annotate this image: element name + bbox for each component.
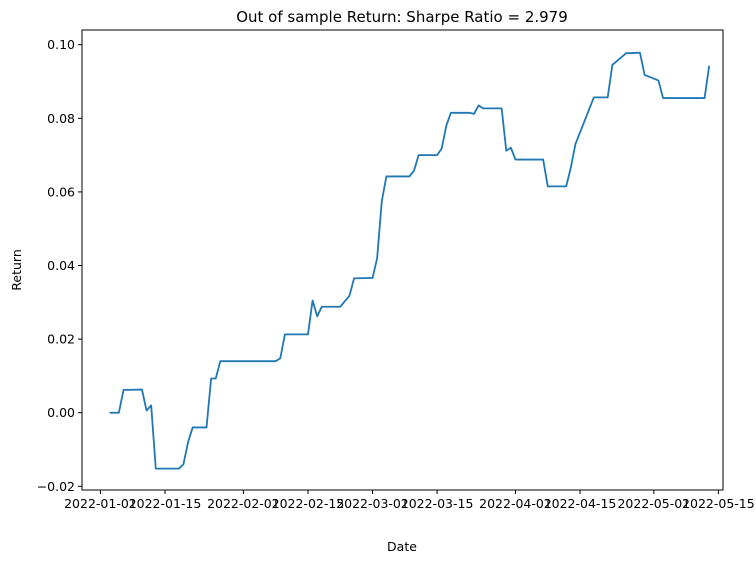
y-tick-label: 0.06: [47, 184, 75, 199]
x-tick-label: 2022-02-15: [272, 496, 345, 511]
y-axis-label: Return: [9, 249, 24, 290]
x-tick-label: 2022-03-15: [401, 496, 474, 511]
plot-area: [81, 29, 724, 491]
x-tick-label: 2022-02-01: [207, 496, 280, 511]
y-axis-ticks: −0.02 0.00 0.02 0.04 0.06 0.08 0.10: [37, 37, 82, 494]
y-tick-label: 0.00: [47, 405, 75, 420]
x-tick-label: 2022-05-15: [682, 496, 755, 511]
x-tick-label: 2022-04-01: [479, 496, 552, 511]
chart-title: Out of sample Return: Sharpe Ratio = 2.9…: [236, 8, 568, 26]
x-axis-label: Date: [387, 539, 417, 554]
plot-frame: [81, 29, 724, 491]
y-tick-label: 0.02: [47, 332, 75, 347]
x-tick-label: 2022-03-01: [336, 496, 409, 511]
x-tick-label: 2022-01-01: [64, 496, 137, 511]
y-tick-label: −0.02: [37, 479, 75, 494]
y-tick-label: 0.04: [47, 258, 75, 273]
x-tick-label: 2022-05-01: [617, 496, 690, 511]
series-line: [109, 51, 711, 470]
y-tick-label: 0.08: [47, 111, 75, 126]
y-tick-label: 0.10: [47, 37, 75, 52]
x-tick-label: 2022-01-15: [129, 496, 202, 511]
x-tick-label: 2022-04-15: [544, 496, 617, 511]
